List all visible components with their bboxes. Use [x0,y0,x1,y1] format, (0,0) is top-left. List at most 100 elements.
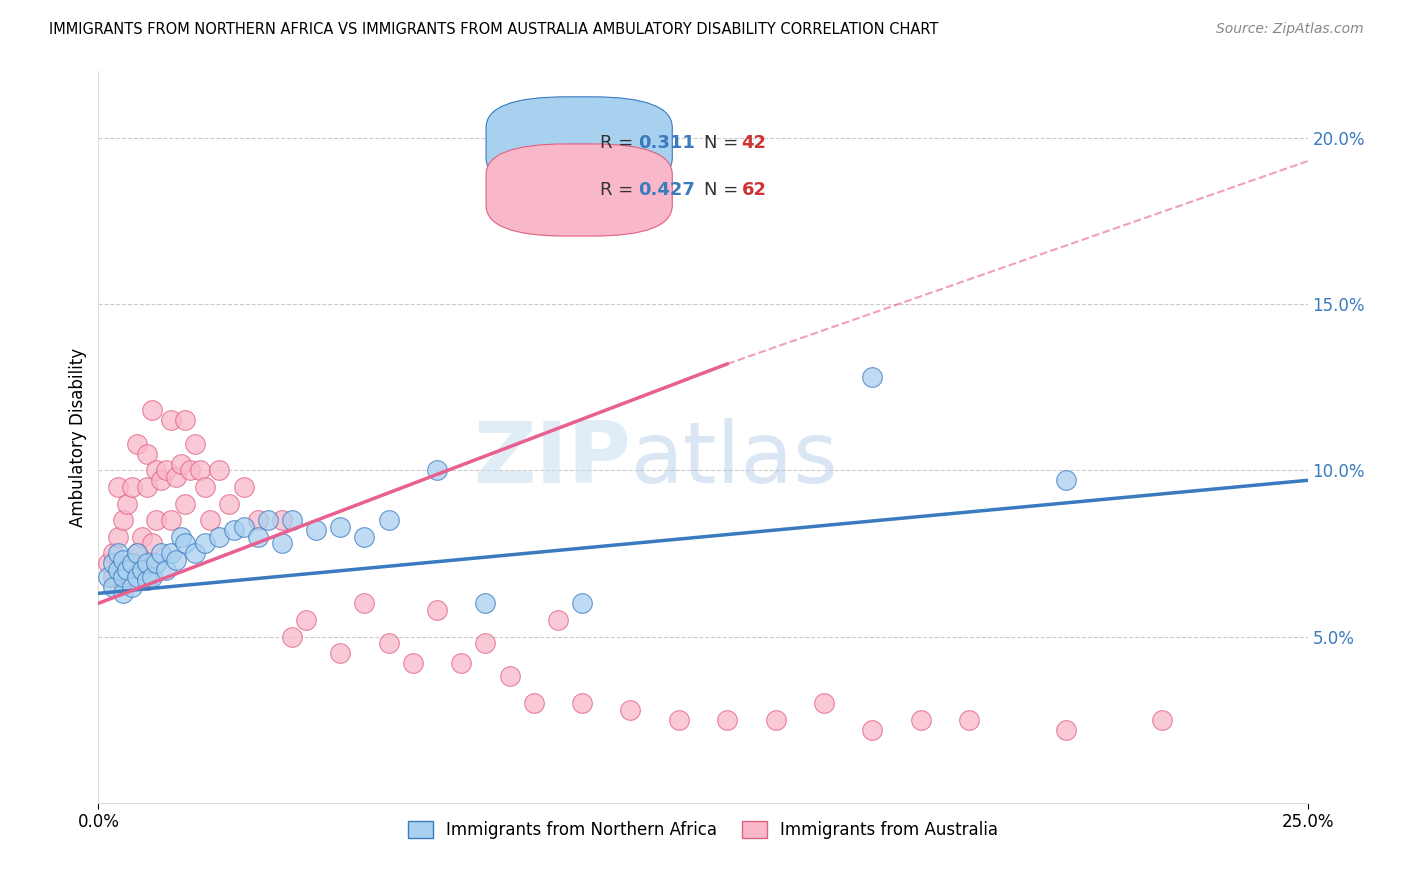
Point [131,563,153,577]
Point [353,530,375,544]
Point [571,696,593,710]
Point [295,613,318,627]
Point [188,463,211,477]
Legend: Immigrants from Northern Africa, Immigrants from Australia: Immigrants from Northern Africa, Immigra… [401,814,1005,846]
Point [169,530,191,544]
Point [256,513,278,527]
Point [141,570,163,584]
Point [281,513,304,527]
Point [765,713,787,727]
Point [160,546,183,560]
Point [121,580,143,594]
Point [174,497,197,511]
Point [111,513,134,527]
Point [141,536,163,550]
Point [329,646,352,660]
Text: IMMIGRANTS FROM NORTHERN AFRICA VS IMMIGRANTS FROM AUSTRALIA AMBULATORY DISABILI: IMMIGRANTS FROM NORTHERN AFRICA VS IMMIG… [49,22,939,37]
Point [111,570,134,584]
Point [150,473,173,487]
Point [165,553,187,567]
Point [474,636,496,650]
Point [101,570,124,584]
Point [117,497,139,511]
Point [305,523,328,537]
Point [145,463,167,477]
Point [131,563,153,577]
Point [271,513,294,527]
Point [107,530,129,544]
Point [97,570,120,584]
Point [174,413,197,427]
Point [97,557,120,571]
Point [813,696,835,710]
Point [121,557,143,571]
Point [127,436,149,450]
Point [547,613,569,627]
Point [194,536,217,550]
Point [169,457,191,471]
Text: atlas: atlas [630,417,838,500]
Point [135,480,157,494]
Point [426,463,449,477]
Point [1054,723,1077,737]
Point [523,696,546,710]
Point [184,546,207,560]
Point [474,596,496,610]
Point [232,480,254,494]
Point [208,463,231,477]
Point [101,546,124,560]
Point [426,603,449,617]
Point [121,557,143,571]
Point [127,546,149,560]
Point [127,570,149,584]
Point [135,447,157,461]
Point [329,520,352,534]
Point [117,570,139,584]
Point [165,470,187,484]
Point [1054,473,1077,487]
Point [450,656,472,670]
Point [107,563,129,577]
Point [860,370,883,384]
Point [111,563,134,577]
Point [218,497,240,511]
Point [1152,713,1174,727]
Point [174,536,197,550]
Point [135,573,157,587]
Point [247,513,270,527]
Text: Source: ZipAtlas.com: Source: ZipAtlas.com [1216,22,1364,37]
Point [957,713,980,727]
Point [101,557,124,571]
Point [910,713,932,727]
Point [377,513,399,527]
Point [860,723,883,737]
Point [198,513,221,527]
Point [101,580,124,594]
Point [377,636,399,650]
Point [247,530,270,544]
Point [127,546,149,560]
Point [131,530,153,544]
Point [184,436,207,450]
Point [135,557,157,571]
Point [498,669,520,683]
Point [145,513,167,527]
Point [232,520,254,534]
Point [145,557,167,571]
Point [107,546,129,560]
Point [208,530,231,544]
Point [222,523,245,537]
Point [179,463,201,477]
Point [117,563,139,577]
Point [160,513,183,527]
Point [111,553,134,567]
Point [155,463,177,477]
Point [281,630,304,644]
Point [194,480,217,494]
Text: ZIP: ZIP [472,417,630,500]
Point [353,596,375,610]
Point [271,536,294,550]
Point [150,546,173,560]
Point [716,713,738,727]
Point [619,703,641,717]
